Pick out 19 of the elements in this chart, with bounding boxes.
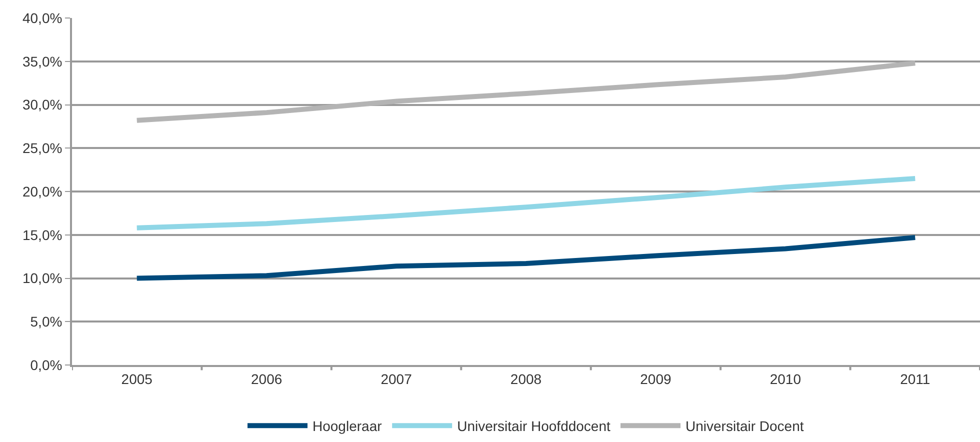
y-tick-label: 25,0%: [22, 140, 62, 156]
y-tick-label: 35,0%: [22, 53, 62, 70]
y-tick-label: 0,0%: [30, 356, 62, 373]
x-tick-label: 2007: [380, 370, 412, 387]
legend-label: Hoogleraar: [312, 418, 382, 434]
y-tick-label: 15,0%: [22, 226, 62, 243]
y-tick-label: 30,0%: [22, 96, 62, 113]
y-tick-label: 20,0%: [22, 183, 62, 200]
x-tick-label: 2011: [900, 370, 930, 387]
x-tick-label: 2010: [770, 370, 802, 387]
x-tick-label: 2008: [510, 370, 542, 387]
legend-label: Universitair Docent: [686, 418, 804, 434]
x-tick-label: 2005: [121, 370, 153, 387]
y-tick-label: 40,0%: [22, 10, 62, 26]
x-tick-label: 2009: [640, 370, 672, 387]
legend-label: Universitair Hoofddocent: [457, 418, 611, 434]
y-tick-label: 5,0%: [30, 314, 62, 330]
y-tick-label: 10,0%: [22, 270, 62, 286]
x-tick-label: 2006: [250, 370, 282, 387]
